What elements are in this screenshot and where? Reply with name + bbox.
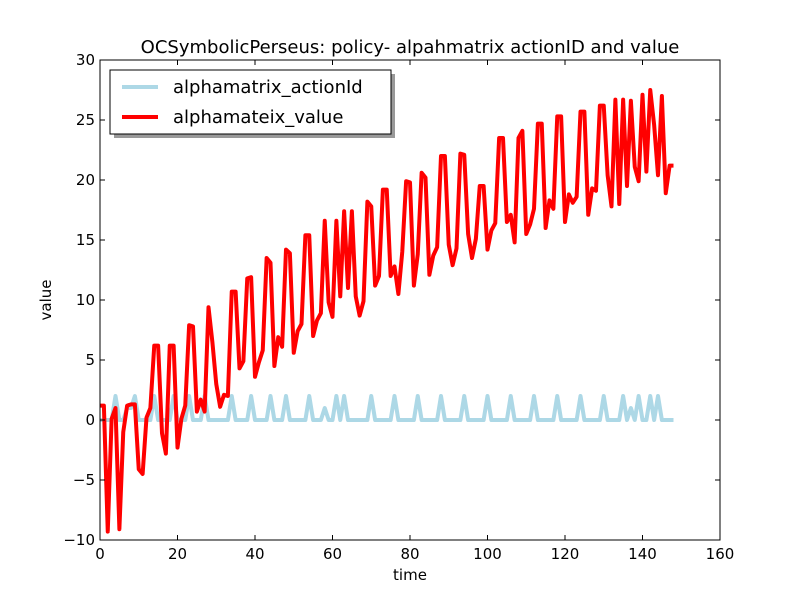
y-tick-label: −5 [73, 471, 95, 489]
ticks-layer: 0 20 40 60 80 100 120 140 160 −10 −5 0 5 10 15 20 25 30 [63, 51, 734, 563]
y-tick-label: 20 [76, 171, 95, 189]
x-tick-label: 60 [323, 545, 342, 563]
x-tick-label: 100 [473, 545, 502, 563]
y-tick-label: 15 [76, 231, 95, 249]
legend-label-value: alphamateix_value [173, 107, 343, 128]
y-tick-label: 30 [76, 51, 95, 69]
series-line-actionid [100, 394, 674, 422]
y-tick-label: −10 [63, 531, 95, 549]
x-tick-label: 0 [95, 545, 105, 563]
x-tick-label: 80 [400, 545, 419, 563]
chart-title: OCSymbolicPerseus: policy- alpahmatrix a… [141, 37, 680, 58]
legend: alphamatrix_actionId alphamateix_value [109, 69, 395, 138]
x-tick-label: 140 [628, 545, 657, 563]
legend-box [109, 69, 392, 135]
series-layer [100, 88, 674, 534]
x-tick-label: 20 [168, 545, 187, 563]
y-axis-label: value [37, 280, 55, 321]
y-tick-label: 10 [76, 291, 95, 309]
x-tick-label: 160 [706, 545, 735, 563]
y-tick-label: 5 [85, 351, 95, 369]
y-tick-label: 25 [76, 111, 95, 129]
x-axis-label: time [393, 566, 427, 584]
x-tick-label: 40 [245, 545, 264, 563]
series-line-value [100, 88, 674, 534]
legend-label-actionid: alphamatrix_actionId [173, 77, 363, 98]
y-tick-label: 0 [85, 411, 95, 429]
x-tick-label: 120 [551, 545, 580, 563]
